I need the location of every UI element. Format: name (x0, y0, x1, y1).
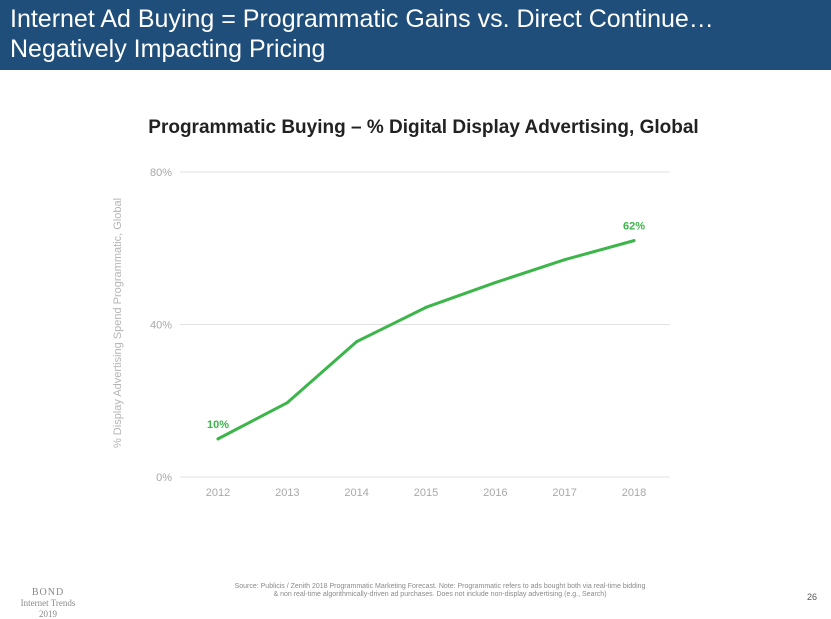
data-label: 10% (207, 419, 229, 431)
x-tick-label: 2012 (206, 487, 230, 499)
x-tick-label: 2017 (552, 487, 576, 499)
data-point (216, 437, 220, 441)
page-number: 26 (806, 592, 817, 602)
data-point (493, 281, 497, 285)
x-tick-label: 2018 (622, 487, 646, 499)
data-label: 62% (623, 221, 645, 233)
chart-title: Programmatic Buying – % Digital Display … (148, 117, 699, 138)
slide-title-line-2: Negatively Impacting Pricing (10, 35, 326, 63)
series-line (216, 239, 636, 441)
data-point (632, 239, 636, 243)
logo-subtitle: Internet Trends (20, 598, 76, 608)
source-note: Source: Publicis / Zenith 2018 Programma… (180, 583, 700, 599)
data-point (285, 401, 289, 405)
data-point (355, 340, 359, 344)
y-tick-label: 80% (150, 167, 172, 179)
y-axis-label: % Display Advertising Spend Programmatic… (112, 198, 124, 448)
slide-title-line-1: Internet Ad Buying = Programmatic Gains … (10, 5, 714, 33)
bond-logo: BOND Internet Trends 2019 (14, 587, 82, 619)
logo-year: 2019 (39, 609, 57, 619)
source-note-line-2: & non real-time algorithmically-driven a… (273, 591, 607, 598)
y-tick-label: 40% (150, 320, 172, 332)
x-tick-label: 2013 (275, 487, 299, 499)
x-tick-label: 2015 (414, 487, 438, 499)
data-point (424, 305, 428, 309)
source-note-line-1: Source: Publicis / Zenith 2018 Programma… (234, 583, 646, 590)
slide-header: Internet Ad Buying = Programmatic Gains … (0, 0, 831, 70)
x-tick-label: 2016 (483, 487, 507, 499)
logo-brand: BOND (31, 587, 65, 598)
data-point (563, 258, 567, 262)
y-tick-label: 0% (156, 472, 172, 484)
x-tick-label: 2014 (344, 487, 368, 499)
